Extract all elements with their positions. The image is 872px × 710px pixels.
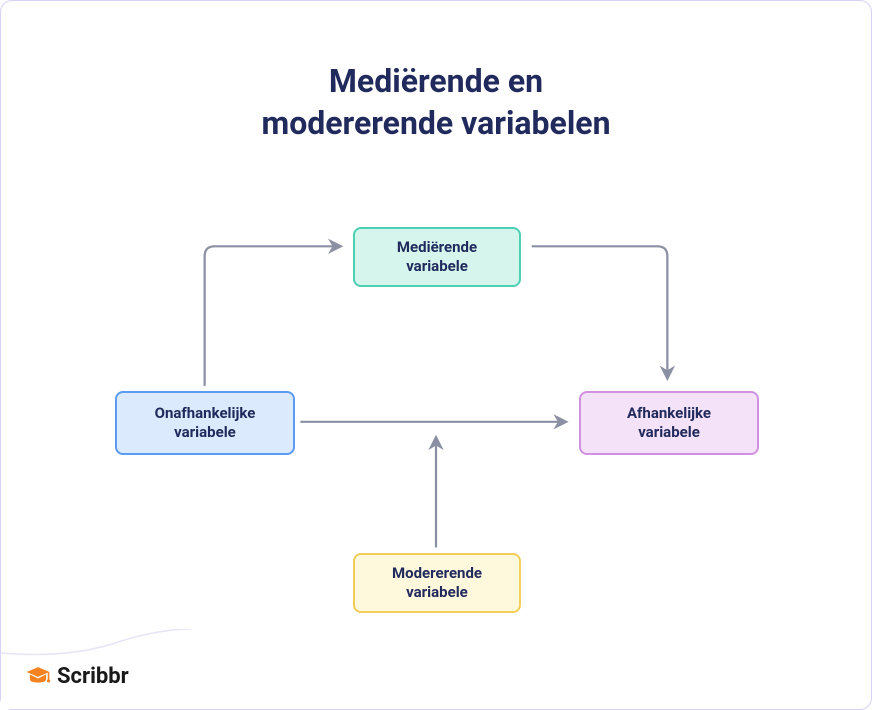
title-line-2: modererende variabelen <box>1 103 871 145</box>
arrow-mediating-to-dep <box>532 246 668 378</box>
node-mediating-label: Mediërendevariabele <box>397 238 477 277</box>
logo-text: Scribbr <box>57 664 129 689</box>
scribbr-logo: Scribbr <box>25 663 129 689</box>
node-independent-variable: Onafhankelijkevariabele <box>115 391 295 455</box>
graduation-cap-icon <box>25 663 51 689</box>
node-mediating-variable: Mediërendevariabele <box>353 227 521 287</box>
node-moderating-variable: Modererendevariabele <box>353 553 521 613</box>
title-line-1: Mediërende en <box>1 61 871 103</box>
node-independent-label: Onafhankelijkevariabele <box>155 404 256 443</box>
node-dependent-variable: Afhankelijkevariabele <box>579 391 759 455</box>
diagram-frame: Mediërende en modererende variabelen Med… <box>0 0 872 710</box>
arrow-indep-to-mediating <box>205 246 341 386</box>
diagram-title: Mediërende en modererende variabelen <box>1 61 871 144</box>
node-dependent-label: Afhankelijkevariabele <box>627 404 711 443</box>
node-moderating-label: Modererendevariabele <box>392 564 482 603</box>
